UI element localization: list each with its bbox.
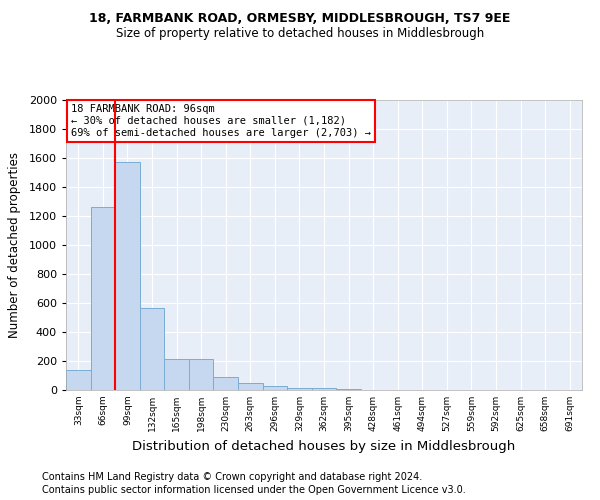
Text: Contains public sector information licensed under the Open Government Licence v3: Contains public sector information licen… [42, 485, 466, 495]
Bar [189, 359, 214, 390]
Text: Size of property relative to detached houses in Middlesbrough: Size of property relative to detached ho… [116, 28, 484, 40]
X-axis label: Distribution of detached houses by size in Middlesbrough: Distribution of detached houses by size … [133, 440, 515, 452]
Bar [164, 359, 189, 390]
Bar [263, 386, 287, 390]
Text: 18, FARMBANK ROAD, ORMESBY, MIDDLESBROUGH, TS7 9EE: 18, FARMBANK ROAD, ORMESBY, MIDDLESBROUG… [89, 12, 511, 26]
Y-axis label: Number of detached properties: Number of detached properties [8, 152, 20, 338]
Bar [140, 308, 164, 390]
Text: Contains HM Land Registry data © Crown copyright and database right 2024.: Contains HM Land Registry data © Crown c… [42, 472, 422, 482]
Bar [91, 206, 115, 390]
Bar [336, 388, 361, 390]
Bar [115, 162, 140, 390]
Bar [312, 388, 336, 390]
Bar [66, 370, 91, 390]
Bar [287, 388, 312, 390]
Text: 18 FARMBANK ROAD: 96sqm
← 30% of detached houses are smaller (1,182)
69% of semi: 18 FARMBANK ROAD: 96sqm ← 30% of detache… [71, 104, 371, 138]
Bar [238, 383, 263, 390]
Bar [214, 377, 238, 390]
